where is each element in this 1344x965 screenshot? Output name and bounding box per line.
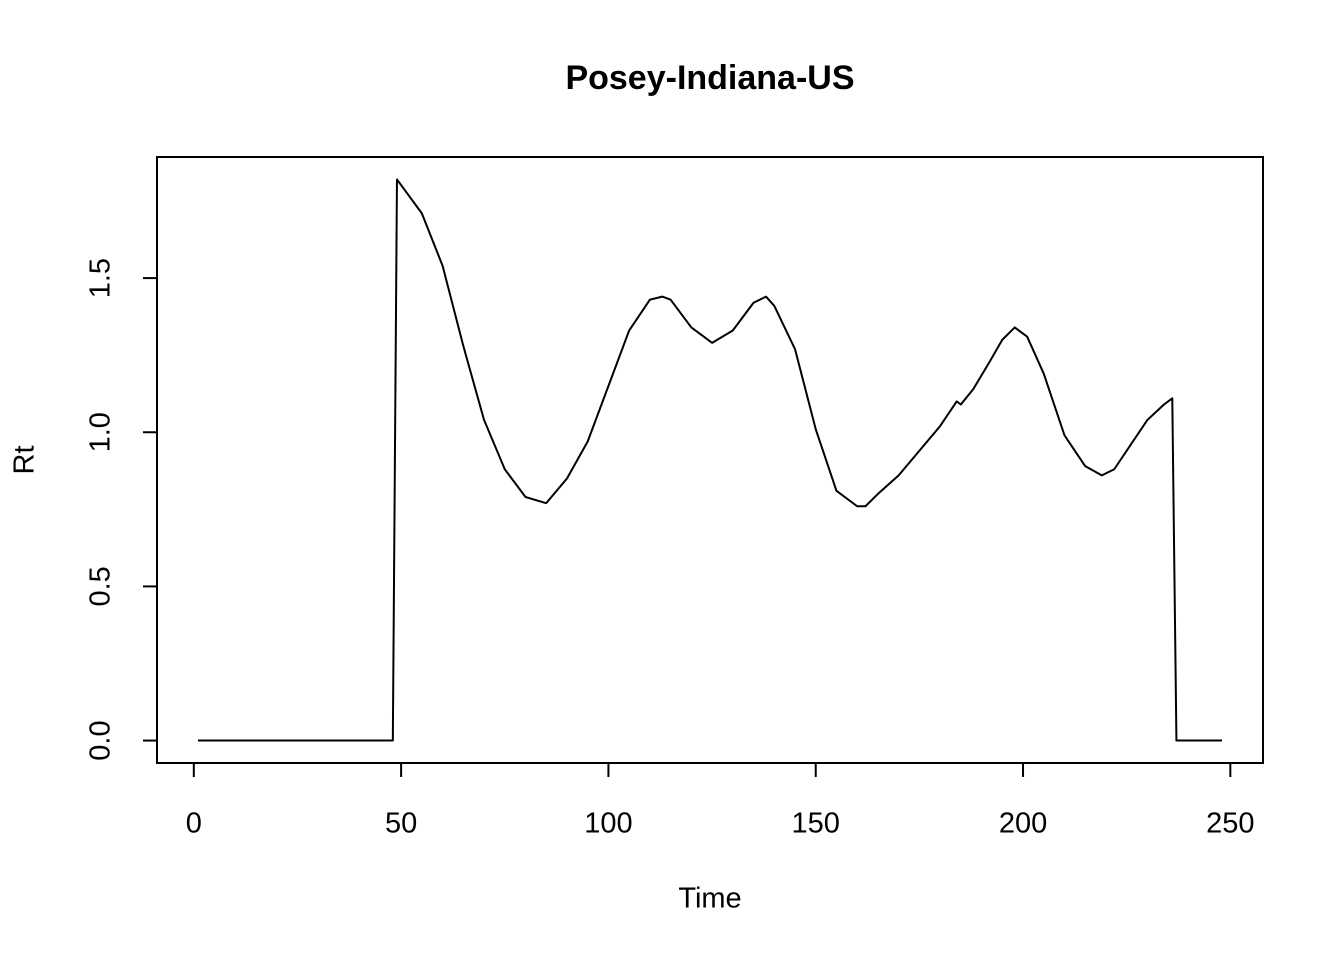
- plot-box: [156, 156, 1264, 764]
- y-tick-label: 0.5: [85, 566, 117, 606]
- x-tick-label: 200: [999, 808, 1047, 840]
- y-axis-label: Rt: [9, 446, 41, 475]
- y-tick-label: 1.0: [85, 412, 117, 452]
- y-tick-label: 0.0: [85, 720, 117, 760]
- x-tick-label: 250: [1206, 808, 1254, 840]
- data-line: [197, 178, 1223, 742]
- x-tick-label: 100: [584, 808, 632, 840]
- y-tick-label: 1.5: [85, 258, 117, 298]
- x-axis-label: Time: [678, 883, 741, 915]
- x-tick-label: 150: [792, 808, 840, 840]
- x-tick-label: 50: [385, 808, 417, 840]
- x-tick-label: 0: [186, 808, 202, 840]
- chart-title: Posey-Indiana-US: [565, 59, 854, 97]
